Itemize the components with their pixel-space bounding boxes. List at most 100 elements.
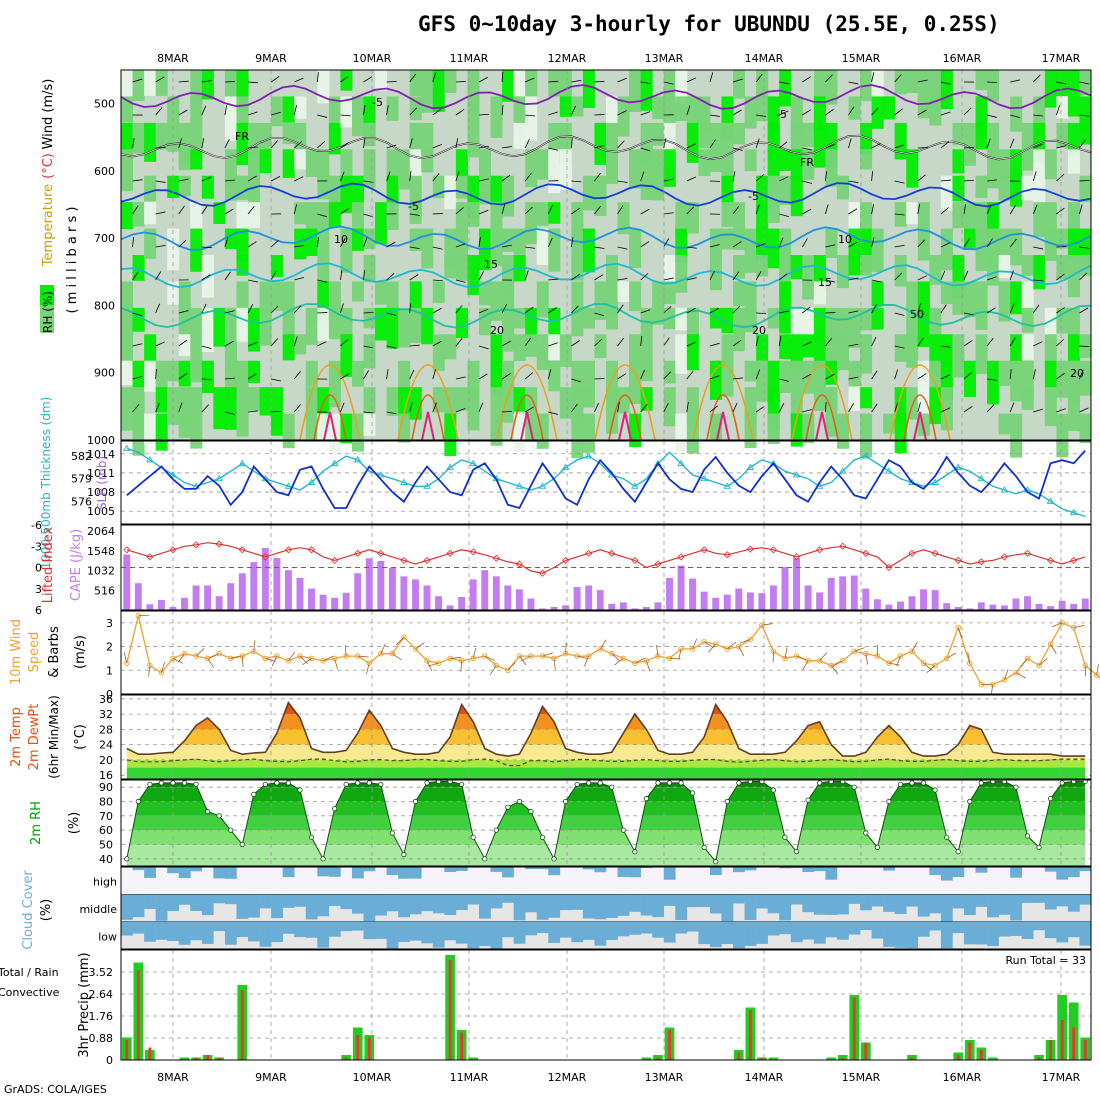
wind-barb: [1056, 145, 1067, 149]
wind-barb: [270, 271, 277, 281]
cloud-level-label: low: [98, 930, 117, 943]
rh-cell: [294, 96, 307, 119]
wind-speed-line: [126, 615, 1100, 686]
cloud-cell: [1033, 921, 1046, 931]
cape-bar: [342, 592, 350, 610]
precip-convective-bar: [852, 997, 856, 1060]
wind-barb: [709, 307, 719, 314]
wind-barb: [686, 370, 694, 380]
wind-barb: [178, 109, 188, 116]
cape-bar: [227, 583, 235, 610]
wind-barb: [293, 404, 301, 413]
precip-frame: [120, 949, 1092, 1061]
rh-cell: [987, 255, 1000, 286]
wind-barb: [1032, 204, 1038, 215]
rh-cell: [1056, 360, 1069, 398]
wind-barb: [709, 342, 720, 347]
wind-barb: [478, 373, 488, 380]
rh-cell: [455, 202, 468, 233]
rh-cell: [848, 360, 861, 386]
wind-barb: [663, 81, 674, 85]
rh-marker: [932, 787, 938, 793]
cloud-cell: [294, 894, 307, 907]
pressure-tick: 700: [94, 232, 115, 245]
cloud-cell: [582, 867, 595, 870]
wind-barb: [778, 237, 784, 248]
wind-barb: [1056, 338, 1065, 347]
cape-axis-label: CAPE (J/kg): [69, 529, 84, 601]
rh-cell: [1044, 334, 1057, 367]
cloud-cell: [998, 921, 1011, 937]
wind-barb: [802, 147, 813, 151]
cloud-cell: [398, 867, 410, 879]
cape-bar: [1035, 603, 1043, 610]
cloud-cell: [952, 867, 965, 878]
wind-barb: [640, 147, 651, 152]
rh-cell: [767, 413, 780, 445]
rh-cell: [963, 360, 977, 397]
wind-barb: [501, 244, 512, 248]
wind-barb: [547, 369, 552, 380]
rh-cell: [259, 387, 272, 416]
wind-barb: [270, 239, 279, 248]
rh-cell: [132, 202, 145, 227]
wind-barb-10m: [366, 663, 370, 674]
isotherm-hot-loop: [421, 411, 435, 441]
wind-barb: [640, 171, 645, 182]
wind-barb: [455, 305, 463, 314]
rh-cell: [386, 307, 399, 349]
rh-cell: [906, 70, 919, 94]
wind-barb: [247, 279, 258, 283]
wind-barb: [317, 213, 328, 218]
wind-barb: [432, 246, 443, 250]
cloud-cell: [836, 894, 849, 915]
cloud-cell: [640, 867, 653, 869]
lifted-index-marker: [261, 553, 269, 561]
cloud-cell: [455, 921, 468, 944]
lifted-index-marker: [608, 549, 616, 557]
wind-barb: [1009, 238, 1017, 248]
wind-barb: [548, 80, 559, 83]
rh-cell: [502, 175, 515, 217]
cape-tick: 1548: [87, 545, 115, 558]
wind-speed-marker: [516, 653, 523, 659]
wind-barb: [686, 77, 697, 83]
wind-speed-marker: [886, 660, 892, 666]
cape-tick: 2064: [87, 525, 115, 538]
rh-cell: [1033, 202, 1046, 238]
wind-barb: [455, 279, 466, 283]
cloud-cell: [421, 894, 434, 912]
rh-cell: [132, 307, 145, 332]
cloud-cell: [305, 921, 318, 938]
wind-barb: [155, 271, 162, 281]
rh-cell: [813, 281, 826, 305]
rh-cell: [1044, 228, 1057, 261]
wind-barb: [386, 105, 389, 116]
wind-barb: [501, 303, 508, 314]
cloud-axis-label: Cloud Cover: [21, 870, 36, 950]
rh-cell: [490, 413, 503, 446]
cloud-cell: [848, 894, 861, 904]
wind-barb-10m: [1020, 658, 1028, 668]
cloud-cell: [571, 894, 584, 910]
wind-barb: [224, 208, 234, 215]
wind-barb: [1079, 180, 1090, 182]
wind-barb: [524, 138, 530, 149]
thickness-marker: [284, 482, 293, 489]
wind-barb-10m: [172, 658, 183, 664]
cloud-cell: [963, 894, 976, 916]
wind-barb: [340, 171, 345, 182]
cloud-cell: [1079, 894, 1092, 905]
cloud-cell: [375, 921, 387, 939]
isotherm-warm-loop: [608, 394, 642, 441]
cloud-cell: [502, 894, 514, 903]
cape-bar: [596, 590, 604, 610]
wind-barb: [732, 402, 738, 413]
cloud-cell: [144, 867, 156, 878]
wind-barb: [755, 405, 765, 413]
precip-convective-bar: [136, 970, 140, 1060]
thickness-marker: [146, 455, 154, 463]
rh-cell: [767, 175, 780, 207]
lifted-index-marker: [446, 549, 454, 557]
wind-barb: [1079, 345, 1090, 348]
